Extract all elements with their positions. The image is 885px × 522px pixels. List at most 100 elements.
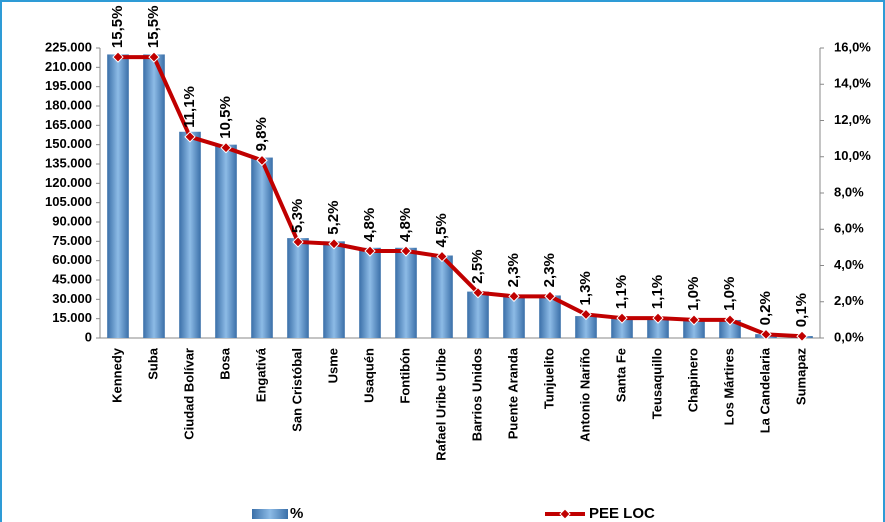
- y2-tick-label: 14,0%: [834, 76, 871, 91]
- y-tick-label: 90.000: [52, 213, 92, 228]
- y-tick-label: 195.000: [45, 78, 92, 93]
- y-tick-label: 45.000: [52, 271, 92, 286]
- bar: [647, 317, 669, 338]
- y-tick-label: 165.000: [45, 117, 92, 132]
- marker: [472, 286, 484, 299]
- x-tick-label: Sumapaz: [793, 348, 808, 406]
- bar: [359, 247, 381, 338]
- bar: [467, 291, 489, 338]
- x-tick-label: San Cristóbal: [289, 348, 304, 432]
- bar: [611, 317, 633, 338]
- bar: [287, 238, 309, 338]
- bar: [395, 247, 417, 338]
- marker: [724, 314, 736, 326]
- x-tick-label: Chapinero: [685, 348, 700, 412]
- marker: [760, 328, 772, 341]
- y-tick-label: 0: [85, 329, 92, 344]
- legend-swatch: [252, 509, 288, 519]
- marker: [112, 51, 124, 63]
- data-label: 2,3%: [541, 253, 558, 287]
- marker: [256, 154, 268, 167]
- x-tick-label: Kennedy: [109, 347, 124, 403]
- bar: [143, 54, 165, 338]
- data-label: 2,3%: [505, 253, 522, 287]
- y-tick-label: 15.000: [52, 310, 92, 325]
- y-tick-label: 210.000: [45, 59, 92, 74]
- marker: [364, 245, 376, 257]
- marker: [652, 312, 664, 324]
- y-tick-label: 120.000: [45, 175, 92, 190]
- legend-label: PEE LOC: [589, 505, 655, 522]
- y2-tick-label: 12,0%: [834, 112, 871, 127]
- y2-tick-label: 0,0%: [834, 329, 864, 344]
- data-label: 4,8%: [361, 208, 378, 242]
- x-tick-label: Engativá: [253, 347, 268, 402]
- marker: [796, 330, 808, 342]
- bar: [179, 131, 201, 338]
- data-label: 15,5%: [109, 6, 126, 49]
- y-tick-label: 150.000: [45, 136, 92, 151]
- data-label: 0,2%: [757, 291, 774, 325]
- bar: [323, 241, 345, 338]
- data-label: 1,3%: [577, 271, 594, 305]
- marker: [544, 290, 556, 303]
- marker: [184, 131, 196, 143]
- marker: [508, 290, 520, 303]
- y-tick-label: 180.000: [45, 97, 92, 112]
- data-label: 1,0%: [685, 277, 702, 311]
- data-label: 5,3%: [289, 199, 306, 233]
- x-tick-label: Fontibón: [397, 348, 412, 404]
- bar: [215, 144, 237, 338]
- x-tick-label: Antonio Nariño: [577, 348, 592, 442]
- data-label: 15,5%: [145, 6, 162, 49]
- x-tick-label: Los Mártires: [721, 348, 736, 425]
- line: [118, 55, 803, 339]
- y2-tick-label: 10,0%: [834, 148, 871, 163]
- y-tick-label: 60.000: [52, 252, 92, 267]
- bar: [683, 319, 705, 338]
- bar: [575, 316, 597, 338]
- data-label: 5,2%: [325, 201, 342, 235]
- marker: [292, 236, 304, 248]
- x-tick-label: Usaquén: [361, 348, 376, 403]
- bar: [251, 157, 273, 338]
- y2-tick-label: 16,0%: [834, 39, 871, 54]
- marker: [688, 314, 700, 326]
- bar: [719, 319, 741, 338]
- bar: [431, 255, 453, 338]
- data-label: 2,5%: [469, 249, 486, 283]
- x-tick-label: Teusaquillo: [649, 348, 664, 419]
- data-label: 11,1%: [181, 86, 198, 128]
- legend-label: %: [290, 505, 303, 522]
- marker: [220, 141, 232, 154]
- y-tick-label: 135.000: [45, 155, 92, 170]
- x-tick-label: Rafael Uribe Uribe: [433, 348, 448, 461]
- data-label: 9,8%: [253, 117, 270, 151]
- marker: [616, 312, 628, 324]
- x-tick-label: La Candelaria: [757, 347, 772, 433]
- y-tick-label: 105.000: [45, 194, 92, 209]
- x-tick-label: Barrios Unidos: [469, 348, 484, 441]
- x-tick-label: Suba: [145, 347, 160, 380]
- legend-marker: [559, 508, 571, 520]
- x-tick-label: Puente Aranda: [505, 347, 520, 439]
- data-label: 1,1%: [613, 275, 630, 309]
- y2-tick-label: 2,0%: [834, 293, 864, 308]
- y2-tick-label: 6,0%: [834, 221, 864, 236]
- data-label: 10,5%: [217, 96, 234, 139]
- data-label: 4,8%: [397, 208, 414, 242]
- x-tick-label: Bosa: [217, 347, 232, 380]
- y2-tick-label: 4,0%: [834, 257, 864, 272]
- data-label: 4,5%: [433, 213, 450, 247]
- data-label: 0,1%: [793, 293, 810, 327]
- marker: [580, 308, 592, 321]
- y-tick-label: 30.000: [52, 291, 92, 306]
- data-label: 1,0%: [721, 277, 738, 311]
- data-label: 1,1%: [649, 275, 666, 309]
- bar: [503, 295, 525, 338]
- bar: [107, 54, 129, 338]
- bar: [539, 295, 561, 338]
- marker: [436, 250, 448, 263]
- marker: [400, 245, 412, 257]
